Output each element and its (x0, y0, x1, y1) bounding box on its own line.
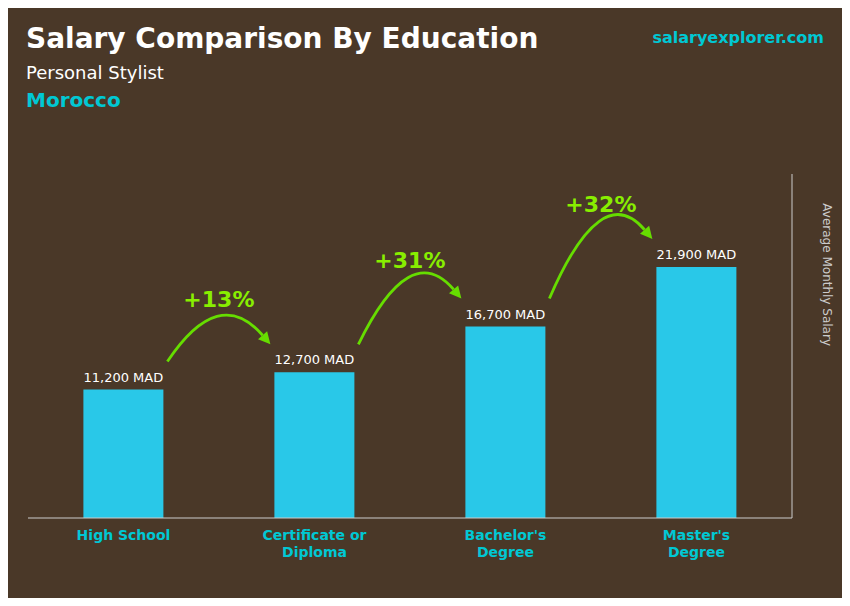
svg-text:Bachelor'sDegree: Bachelor'sDegree (465, 527, 547, 560)
svg-text:Master'sDegree: Master'sDegree (663, 527, 730, 560)
svg-text:12,700 MAD: 12,700 MAD (275, 352, 355, 367)
svg-text:High School: High School (77, 527, 171, 543)
svg-text:21,900 MAD: 21,900 MAD (657, 247, 737, 262)
html-text:Salary Comparison By Education: Salary Comparison By Education (26, 22, 539, 55)
html-text:salaryexplorer.com: salaryexplorer.com (652, 28, 824, 47)
svg-text:Average Monthly Salary: Average Monthly Salary (820, 203, 834, 346)
svg-text:+31%: +31% (374, 248, 445, 273)
svg-text:+32%: +32% (565, 192, 636, 217)
html-text:Morocco: Morocco (26, 88, 121, 112)
html-text:Personal Stylist: Personal Stylist (26, 62, 164, 83)
svg-text:11,200 MAD: 11,200 MAD (84, 370, 164, 385)
svg-text:+13%: +13% (183, 287, 254, 312)
svg-text:Certificate orDiploma: Certificate orDiploma (263, 527, 367, 560)
svg-text:16,700 MAD: 16,700 MAD (466, 307, 546, 322)
